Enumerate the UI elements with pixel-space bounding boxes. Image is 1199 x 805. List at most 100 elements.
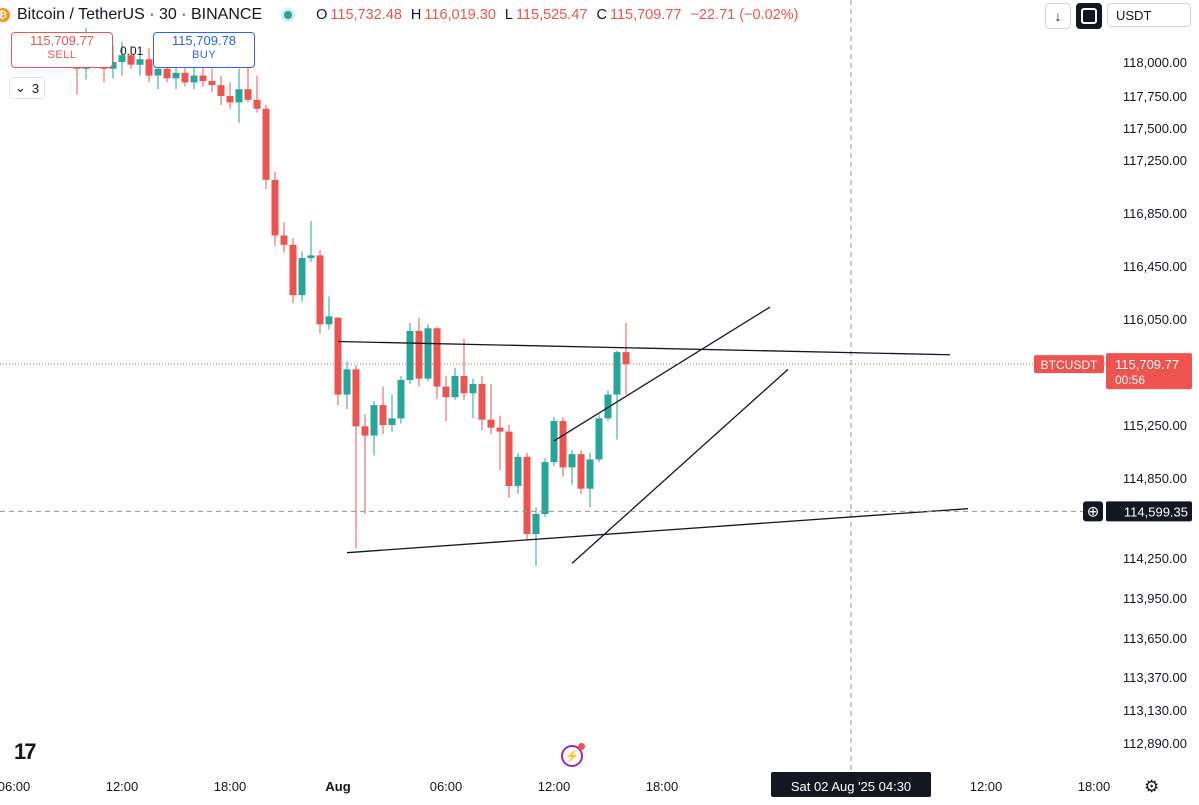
candle-body xyxy=(190,75,198,83)
trendline[interactable] xyxy=(553,306,771,442)
sell-price: 115,709.77 xyxy=(29,33,95,48)
trendline[interactable] xyxy=(337,340,951,356)
candle-body xyxy=(370,405,378,436)
x-tick-label: 12:00 xyxy=(106,779,139,794)
candle-body xyxy=(415,330,423,379)
y-tick-label: 114,850.00 xyxy=(1123,471,1187,486)
x-tick-label: 06:00 xyxy=(0,779,30,794)
time-tooltip-badge xyxy=(771,772,931,797)
y-tick-label: 113,370.00 xyxy=(1123,670,1187,685)
arrow-down-icon[interactable]: ↓ xyxy=(1045,3,1071,29)
x-tick-label: 18:00 xyxy=(1078,779,1111,794)
candle-body xyxy=(595,418,603,460)
candle-body xyxy=(424,328,432,379)
y-tick-label: 116,050.00 xyxy=(1123,312,1187,327)
trendline[interactable] xyxy=(571,368,789,564)
candle-body xyxy=(199,75,207,82)
lightning-icon[interactable]: ⚡ xyxy=(561,743,585,767)
candle-body xyxy=(244,89,252,100)
market-open-icon xyxy=(284,11,293,19)
candle-body xyxy=(388,418,396,425)
y-tick-label: 112,890.00 xyxy=(1123,736,1187,751)
buy-button[interactable]: 115,709.78 BUY xyxy=(153,32,255,68)
candle-body xyxy=(253,99,261,109)
chart-header: ₿ Bitcoin / TetherUS · 30 · BINANCE O 115… xyxy=(0,5,804,25)
candle-body xyxy=(172,72,180,79)
candle-body xyxy=(379,405,387,425)
chevron-down-icon: ⌄ xyxy=(14,80,26,95)
candle-body xyxy=(487,419,495,428)
trendline[interactable] xyxy=(346,508,969,554)
crosshair-price-label: 114,599.35 xyxy=(1124,504,1188,519)
candle-body xyxy=(406,330,414,380)
gear-icon[interactable]: ⚙ xyxy=(1144,777,1160,796)
candle-body xyxy=(307,255,315,259)
candle-body xyxy=(145,59,153,76)
time-tooltip-label: Sat 02 Aug '25 04:30 xyxy=(791,779,911,794)
order-quantity[interactable]: 0.01 xyxy=(120,44,144,58)
candles-group xyxy=(73,28,630,566)
candle-body xyxy=(226,96,234,103)
candle-body xyxy=(397,379,405,419)
candle-body xyxy=(361,426,369,436)
indicator-count: 3 xyxy=(31,80,40,96)
x-tick-label: 12:00 xyxy=(970,779,1003,794)
symbol-price-tag xyxy=(1034,355,1104,374)
snapshot-button[interactable] xyxy=(1076,3,1102,29)
x-tick-label: 12:00 xyxy=(538,779,571,794)
candle-body xyxy=(109,62,117,69)
indicators-toggle[interactable]: ⌄ 3 xyxy=(9,77,45,99)
y-tick-label: 117,500.00 xyxy=(1123,121,1187,136)
candle-body xyxy=(505,431,513,486)
tradingview-logo-icon: 17 xyxy=(14,739,37,764)
candle-body xyxy=(559,421,567,468)
candle-body xyxy=(235,89,243,103)
sell-button[interactable]: 115,709.77 SELL xyxy=(11,32,113,68)
candle-body xyxy=(181,72,189,83)
candle-body xyxy=(217,85,225,96)
candle-body xyxy=(352,369,360,427)
candle-body xyxy=(604,394,612,419)
last-price-badge xyxy=(1106,353,1192,390)
x-tick-label: 18:00 xyxy=(646,779,679,794)
candle-body xyxy=(469,383,477,394)
symbol-tag-label: BTCUSDT xyxy=(1041,358,1098,372)
candle-body xyxy=(451,375,459,398)
candle-body xyxy=(541,462,549,514)
candle-body xyxy=(163,68,171,79)
candle-body xyxy=(208,81,216,86)
candle-body xyxy=(316,255,324,325)
y-tick-label: 116,450.00 xyxy=(1123,259,1187,274)
candle-body xyxy=(433,328,441,387)
candle-body xyxy=(478,383,486,420)
ohlc-values: O 115,732.48 H 116,019.30 L 115,525.47 C 115… xyxy=(316,7,799,23)
candle-body xyxy=(613,352,621,395)
candle-body xyxy=(136,59,144,65)
plus-icon-glyph: ⊕ xyxy=(1087,503,1100,520)
candle-body xyxy=(262,108,270,180)
y-tick-label: 117,750.00 xyxy=(1123,89,1187,104)
candle-body xyxy=(298,258,306,296)
buy-price: 115,709.78 xyxy=(171,33,237,48)
candle-body xyxy=(532,514,540,534)
y-tick-label: 115,250.00 xyxy=(1123,418,1187,433)
x-tick-label: Aug xyxy=(325,779,350,794)
countdown-label: 00:56 xyxy=(1115,373,1145,387)
candle-body xyxy=(280,235,288,245)
symbol-title[interactable]: Bitcoin / TetherUS · 30 · BINANCE xyxy=(17,6,263,23)
candle-body xyxy=(586,459,594,489)
crosshair-price-badge xyxy=(1106,501,1192,522)
candle-body xyxy=(577,454,585,489)
candle-body xyxy=(334,317,342,395)
plus-icon[interactable] xyxy=(1083,501,1103,522)
y-tick-label: 114,250.00 xyxy=(1123,551,1187,566)
x-tick-label: 18:00 xyxy=(214,779,247,794)
candle-body xyxy=(154,68,162,76)
y-tick-label: 113,130.00 xyxy=(1123,703,1187,718)
currency-select[interactable]: USDT xyxy=(1107,3,1191,27)
price-change: −22.71 (−0.02%) xyxy=(690,7,799,23)
candle-body xyxy=(496,427,504,432)
y-tick-label: 113,650.00 xyxy=(1123,631,1187,646)
candle-body xyxy=(127,55,135,65)
